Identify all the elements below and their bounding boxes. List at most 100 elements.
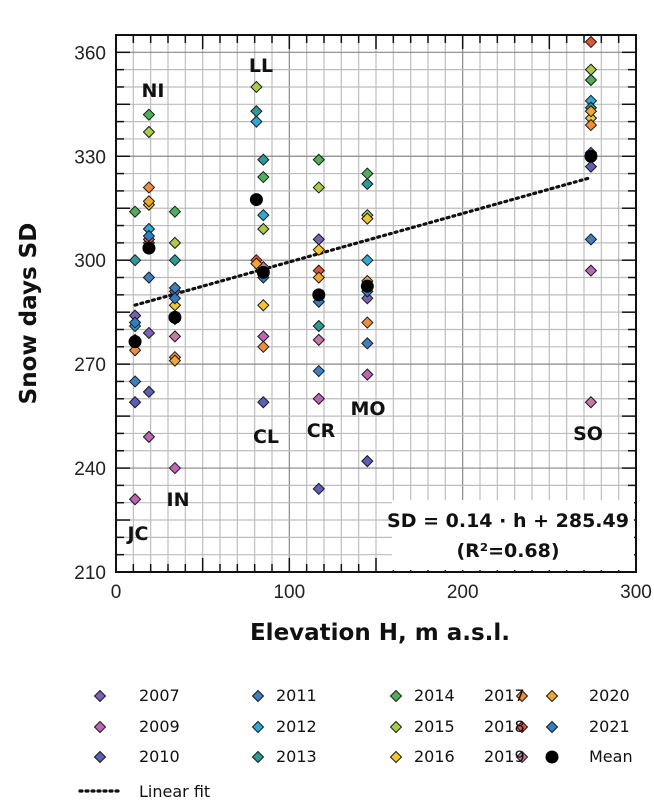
data-point-2020 [250,257,263,270]
data-point-2014 [584,73,598,87]
data-point-2013 [257,153,270,166]
data-point-2009 [142,430,156,444]
y-tick-label: 210 [74,563,106,584]
data-point-2012 [250,115,263,128]
legend-marker-mean [545,750,559,764]
mean-point [360,279,374,293]
legend-label-2014: 2014 [414,686,455,705]
linear-fit-line [133,175,593,307]
y-axis-title: Snow days SD [16,223,42,405]
site-label-mo: MO [350,398,385,420]
data-point-2013 [361,177,374,191]
legend-label-2012: 2012 [276,717,317,736]
legend: 2007 2009 2010 2011 2012 2013 2014 2015 2016 2017… [78,686,633,801]
data-point-2010 [312,482,326,496]
site-label-so: SO [573,423,603,445]
legend-label-2021: 2021 [589,717,630,736]
x-tick-label: 0 [111,582,122,603]
data-point-2021 [142,229,156,243]
data-point-2013 [250,105,263,118]
data-point-2013 [128,253,142,267]
legend-marker-2019 [515,750,529,764]
legend-label-2013: 2013 [276,747,317,766]
data-point-2009 [128,493,142,506]
legend-label-2018: 2018 [484,717,525,736]
legend-marker-2010 [93,750,107,764]
legend-marker-2015 [389,720,403,734]
mean-point [142,241,156,255]
site-label-in: IN [167,489,190,511]
data-point-2021 [128,316,142,329]
data-point-2019 [312,333,326,347]
legend-marker-2012 [251,720,265,734]
mean-point [168,310,182,324]
data-point-2015 [312,181,326,194]
site-label-cr: CR [307,420,336,442]
legend-marker-2016 [389,750,403,764]
legend-label-2017: 2017 [484,686,525,705]
data-point-2009 [361,368,374,381]
tick-labels: 0 100 200 300 210 240 270 300 330 360 [74,43,652,603]
site-label-jc: JC [125,523,148,545]
mean-points [128,149,598,349]
r-squared-label: (R²=0.68) [456,540,559,562]
site-label-cl: CL [253,426,279,448]
x-tick-label: 200 [447,582,479,603]
legend-marker-2018 [515,720,529,734]
mean-point [256,265,270,279]
x-axis-title: Elevation H, m a.s.l. [250,620,510,646]
data-point-2013 [312,319,326,333]
legend-marker-2020 [545,689,559,703]
mean-point [312,288,326,302]
data-point-2009 [257,330,270,343]
data-point-2017 [361,316,374,329]
legend-marker-2011 [251,689,265,703]
grid [115,34,637,573]
data-point-2010 [257,396,270,409]
legend-label-2010: 2010 [139,747,180,766]
data-point-2017 [584,118,598,132]
data-point-2014 [142,108,156,121]
data-point-2009 [584,264,598,277]
legend-label-mean: Mean [589,747,633,766]
mean-point [249,193,263,207]
y-tick-label: 270 [74,355,106,376]
data-point-2015 [584,63,598,76]
y-tick-label: 300 [74,251,106,272]
data-point-2014 [361,167,374,180]
site-label-ll: LL [249,55,273,77]
legend-marker-2021 [545,720,559,734]
data-point-2009 [312,392,326,405]
legend-label-2007: 2007 [139,686,180,705]
x-tick-label: 100 [273,582,305,603]
data-point-2009 [168,461,182,475]
y-tick-label: 240 [74,459,106,480]
legend-marker-2014 [389,689,403,703]
x-tick-label: 300 [620,582,652,603]
mean-point [128,335,142,349]
y-tick-label: 360 [74,43,106,64]
legend-label-linear-fit: Linear fit [139,782,210,801]
site-label-ni: NI [142,80,165,102]
data-point-2010 [128,396,142,409]
data-point-2015 [142,125,156,139]
regression-equation: SD = 0.14 · h + 285.49 [387,510,629,532]
legend-marker-2007 [93,689,107,703]
legend-marker-2009 [93,720,107,734]
data-point-2018 [584,35,598,49]
data-point-2016 [361,212,374,225]
legend-label-2020: 2020 [589,686,630,705]
data-point-2020 [142,195,156,208]
legend-marker-2017 [515,689,529,703]
data-point-2021 [168,292,182,305]
data-point-2017 [142,181,156,194]
data-point-2011 [142,271,156,284]
y-tick-label: 330 [74,147,106,168]
data-point-2016 [257,299,270,312]
data-point-2013 [168,253,182,267]
legend-label-2016: 2016 [414,747,455,766]
data-point-2019 [584,396,598,409]
data-point-2010 [361,454,374,468]
data-point-2012 [361,253,374,267]
